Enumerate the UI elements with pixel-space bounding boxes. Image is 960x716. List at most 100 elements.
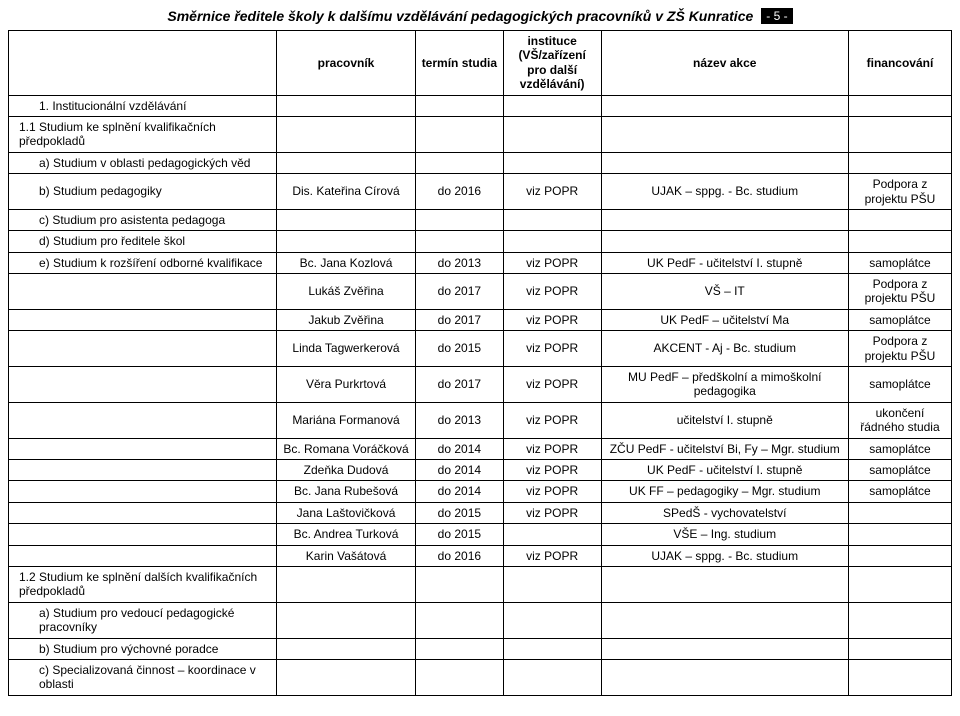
cell-c4: viz POPR [503, 309, 601, 330]
cell-c3: do 2015 [416, 524, 504, 545]
table-row: c) Studium pro asistenta pedagoga [9, 209, 952, 230]
cell-c3: do 2017 [416, 274, 504, 310]
cell-c5 [601, 116, 848, 152]
cell-c6 [848, 152, 951, 173]
cell-c1 [9, 367, 277, 403]
table-row: Věra Purkrtovádo 2017viz POPRMU PedF – p… [9, 367, 952, 403]
cell-c3: do 2013 [416, 402, 504, 438]
cell-c5: UK PedF – učitelství Ma [601, 309, 848, 330]
cell-c2: Bc. Jana Rubešová [276, 481, 415, 502]
cell-c6: Podpora z projektu PŠU [848, 331, 951, 367]
table-row: Bc. Jana Rubešovádo 2014viz POPRUK FF – … [9, 481, 952, 502]
cell-c3: do 2014 [416, 459, 504, 480]
cell-c5: ZČU PedF - učitelství Bi, Fy – Mgr. stud… [601, 438, 848, 459]
cell-c6: samoplátce [848, 309, 951, 330]
cell-c3: do 2014 [416, 481, 504, 502]
cell-c5 [601, 566, 848, 602]
cell-c2 [276, 209, 415, 230]
cell-c2 [276, 95, 415, 116]
cell-c3 [416, 152, 504, 173]
cell-c2 [276, 231, 415, 252]
cell-c4 [503, 231, 601, 252]
cell-c2: Zdeňka Dudová [276, 459, 415, 480]
cell-c3: do 2013 [416, 252, 504, 273]
cell-c1 [9, 309, 277, 330]
cell-c4: viz POPR [503, 174, 601, 210]
cell-c4 [503, 524, 601, 545]
table-header-row: pracovník termín studia instituce (VŠ/za… [9, 31, 952, 96]
page-title: Směrnice ředitele školy k dalšímu vzdělá… [167, 8, 753, 24]
cell-c3 [416, 116, 504, 152]
cell-c3 [416, 638, 504, 659]
table-row: b) Studium pro výchovné poradce [9, 638, 952, 659]
cell-c5: UJAK – sppg. - Bc. studium [601, 545, 848, 566]
cell-c2: Věra Purkrtová [276, 367, 415, 403]
cell-c2: Jana Laštovičková [276, 502, 415, 523]
cell-c2: Linda Tagwerkerová [276, 331, 415, 367]
cell-c4 [503, 602, 601, 638]
cell-c5: VŠE – Ing. studium [601, 524, 848, 545]
cell-c3 [416, 566, 504, 602]
cell-c4 [503, 566, 601, 602]
cell-c4 [503, 659, 601, 695]
table-row: a) Studium pro vedoucí pedagogické praco… [9, 602, 952, 638]
cell-c6: samoplátce [848, 481, 951, 502]
cell-c2 [276, 152, 415, 173]
cell-c6 [848, 566, 951, 602]
cell-c6 [848, 602, 951, 638]
cell-c1: b) Studium pedagogiky [9, 174, 277, 210]
cell-c5: UK PedF - učitelství I. stupně [601, 459, 848, 480]
cell-c2 [276, 602, 415, 638]
cell-c4: viz POPR [503, 274, 601, 310]
cell-c1: a) Studium v oblasti pedagogických věd [9, 152, 277, 173]
cell-c2 [276, 566, 415, 602]
cell-c5: SPedŠ - vychovatelství [601, 502, 848, 523]
cell-c1: 1. Institucionální vzdělávání [9, 95, 277, 116]
cell-c1: a) Studium pro vedoucí pedagogické praco… [9, 602, 277, 638]
col-header-category [9, 31, 277, 96]
cell-c3: do 2016 [416, 174, 504, 210]
cell-c1: c) Specializovaná činnost – koordinace v… [9, 659, 277, 695]
table-row: Bc. Andrea Turkovádo 2015 VŠE – Ing. stud… [9, 524, 952, 545]
cell-c2: Karin Vašátová [276, 545, 415, 566]
study-plan-table: pracovník termín studia instituce (VŠ/za… [8, 30, 952, 696]
cell-c6: ukončení řádného studia [848, 402, 951, 438]
cell-c1 [9, 545, 277, 566]
cell-c4: viz POPR [503, 331, 601, 367]
table-row: Mariána Formanovádo 2013viz POPRučitelst… [9, 402, 952, 438]
cell-c5: MU PedF – předškolní a mimoškolní pedago… [601, 367, 848, 403]
cell-c4 [503, 209, 601, 230]
col-header-term: termín studia [416, 31, 504, 96]
table-row: Karin Vašátovádo 2016viz POPRUJAK – sppg… [9, 545, 952, 566]
cell-c2: Jakub Zvěřina [276, 309, 415, 330]
cell-c3 [416, 209, 504, 230]
cell-c5: učitelství I. stupně [601, 402, 848, 438]
table-row: Jana Laštovičkovádo 2015viz POPRSPedŠ - … [9, 502, 952, 523]
cell-c2 [276, 659, 415, 695]
cell-c4 [503, 638, 601, 659]
cell-c3: do 2017 [416, 309, 504, 330]
cell-c5: VŠ – IT [601, 274, 848, 310]
cell-c1 [9, 524, 277, 545]
cell-c5 [601, 659, 848, 695]
cell-c3 [416, 231, 504, 252]
cell-c2: Mariána Formanová [276, 402, 415, 438]
cell-c4: viz POPR [503, 545, 601, 566]
cell-c4: viz POPR [503, 438, 601, 459]
cell-c6 [848, 502, 951, 523]
cell-c3 [416, 602, 504, 638]
cell-c2: Bc. Andrea Turková [276, 524, 415, 545]
cell-c2 [276, 638, 415, 659]
cell-c5 [601, 95, 848, 116]
cell-c4: viz POPR [503, 402, 601, 438]
cell-c4: viz POPR [503, 367, 601, 403]
cell-c3 [416, 659, 504, 695]
cell-c1: e) Studium k rozšíření odborné kvalifika… [9, 252, 277, 273]
cell-c6 [848, 545, 951, 566]
cell-c1: c) Studium pro asistenta pedagoga [9, 209, 277, 230]
cell-c4 [503, 152, 601, 173]
cell-c1 [9, 481, 277, 502]
table-row: 1.2 Studium ke splnění dalších kvalifika… [9, 566, 952, 602]
table-row: a) Studium v oblasti pedagogických věd [9, 152, 952, 173]
col-header-financing: financování [848, 31, 951, 96]
